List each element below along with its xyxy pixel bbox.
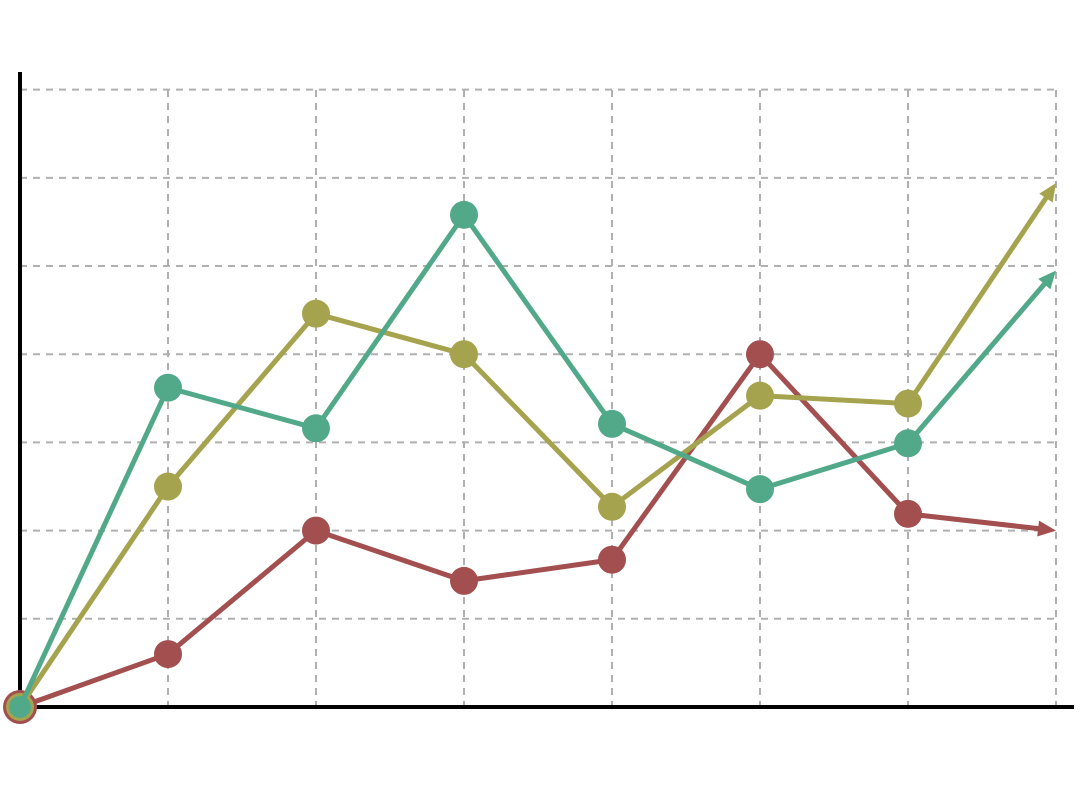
point xyxy=(450,200,478,229)
point xyxy=(746,340,774,369)
point xyxy=(746,381,774,410)
series-line xyxy=(17,193,1051,709)
series-line xyxy=(17,212,1049,709)
point xyxy=(450,566,478,595)
point xyxy=(154,373,182,402)
point xyxy=(894,389,922,418)
point xyxy=(302,516,330,545)
point xyxy=(302,414,330,443)
point xyxy=(450,340,478,369)
point xyxy=(154,472,182,501)
point xyxy=(894,429,922,458)
point xyxy=(598,492,626,521)
point xyxy=(598,409,626,438)
arrow-head xyxy=(1037,520,1056,537)
point xyxy=(894,499,922,528)
point xyxy=(746,475,774,504)
point xyxy=(302,299,330,328)
point xyxy=(598,545,626,574)
point xyxy=(154,640,182,669)
arrow-head xyxy=(1038,270,1056,290)
arrow-head xyxy=(1039,183,1056,203)
series-line xyxy=(19,351,1043,710)
point xyxy=(9,696,31,718)
